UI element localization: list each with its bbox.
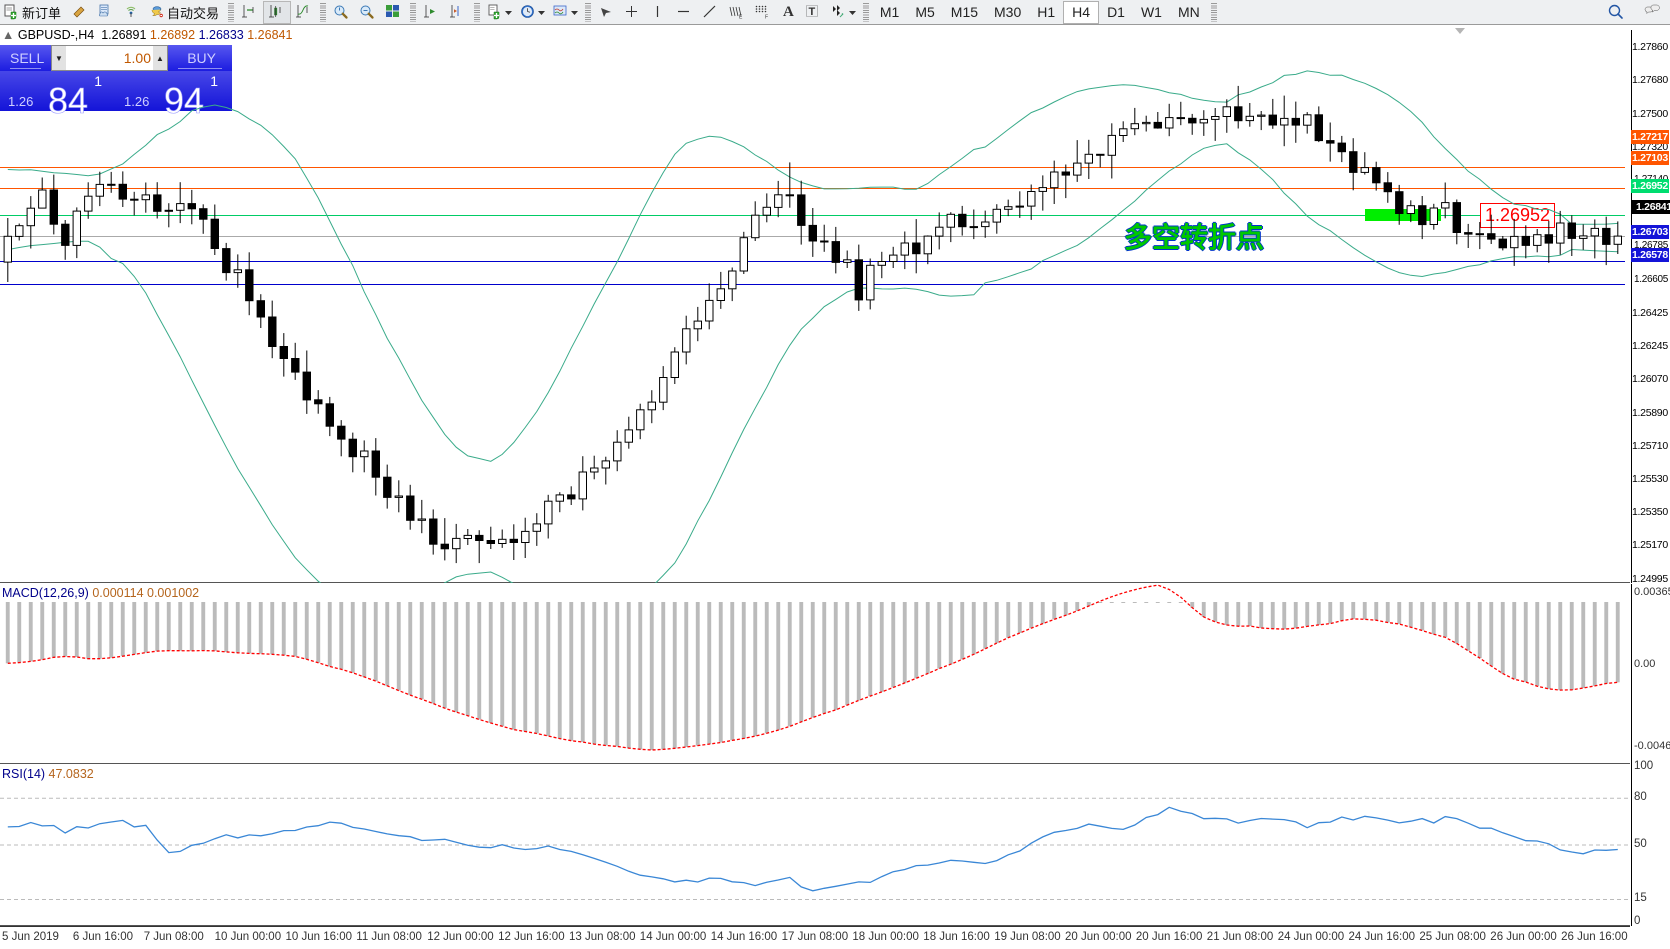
svg-text:F: F [765,15,768,21]
svg-text:T: T [808,6,815,18]
svg-text:E: E [739,15,743,21]
